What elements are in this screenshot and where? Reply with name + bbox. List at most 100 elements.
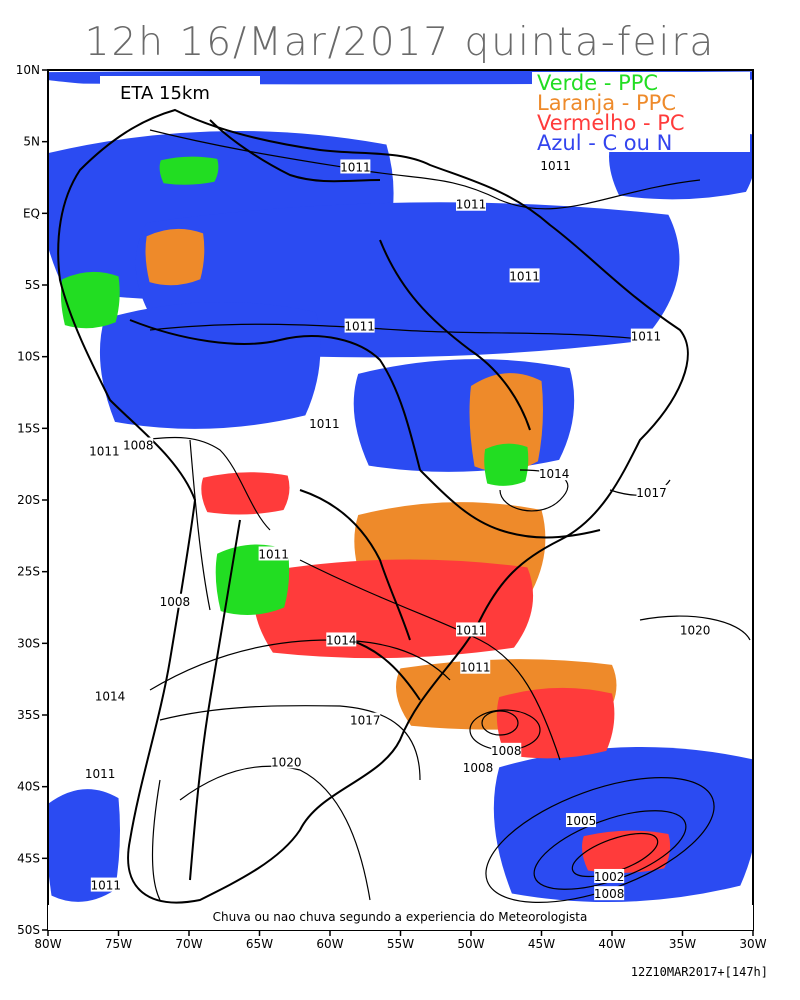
- svg-text:5S: 5S: [25, 278, 40, 292]
- lon-tick-0: 80W: [34, 930, 62, 951]
- border-bolivia-paraguay: [299, 489, 411, 641]
- run-label: 12Z10MAR2017+[147h]: [630, 965, 768, 979]
- svg-text:20S: 20S: [17, 493, 40, 507]
- svg-text:1011: 1011: [456, 623, 487, 637]
- south-america-coastline: [57, 108, 689, 904]
- border-brazil-north: [209, 119, 381, 183]
- svg-text:1008: 1008: [594, 887, 625, 901]
- blue-area-4: [99, 302, 321, 429]
- red-area-0: [253, 559, 534, 659]
- border-brazil-states-2: [419, 469, 601, 539]
- svg-text:1011: 1011: [91, 879, 122, 893]
- coastline-and-borders: [57, 108, 689, 904]
- isobar-label-12: 1008: [160, 593, 191, 609]
- isobar-1020-west: [179, 765, 371, 901]
- isobar-label-16: 1011: [460, 659, 491, 675]
- svg-text:50S: 50S: [17, 923, 40, 937]
- lon-tick-3: 65W: [246, 930, 273, 951]
- isobar-label-14: 1014: [326, 632, 357, 647]
- lon-tick-4: 60W: [316, 930, 344, 951]
- svg-text:1011: 1011: [89, 444, 120, 458]
- isobar-1011-andes: [129, 436, 271, 531]
- svg-text:1014: 1014: [539, 467, 570, 481]
- isobar-low-center-1: [481, 710, 519, 736]
- svg-text:1011: 1011: [540, 159, 571, 173]
- isobar-label-7: 1011: [89, 443, 120, 458]
- svg-text:1014: 1014: [95, 689, 126, 703]
- lon-tick-1: 75W: [105, 930, 132, 951]
- svg-text:60W: 60W: [316, 937, 343, 951]
- lat-tick-4: 10S: [17, 350, 48, 364]
- svg-text:1008: 1008: [463, 761, 494, 775]
- svg-text:1020: 1020: [271, 755, 302, 769]
- possible-rain-area-green: [60, 156, 529, 615]
- isobar-1011-coast: [151, 779, 161, 901]
- legend-entry-vermelho: Vermelho - PC: [537, 111, 685, 135]
- lon-tick-2: 70W: [175, 930, 203, 951]
- svg-text:10S: 10S: [17, 350, 40, 364]
- green-area-1: [484, 443, 529, 486]
- svg-text:1005: 1005: [566, 814, 597, 828]
- isobar-labels: 1011 1011 1011 1011 1011 1011 1011 1011 1008 1014…: [85, 158, 711, 901]
- border-brazil-west: [129, 319, 421, 471]
- border-uruguay: [349, 639, 421, 701]
- lat-tick-8: 30S: [17, 636, 48, 650]
- svg-text:1011: 1011: [456, 198, 487, 212]
- svg-text:50W: 50W: [457, 937, 484, 951]
- lat-tick-1: 5N: [23, 135, 48, 149]
- lat-tick-0: 10N: [16, 63, 48, 77]
- svg-text:75W: 75W: [105, 937, 132, 951]
- isobar-label-20: 1008: [463, 760, 494, 775]
- svg-text:35S: 35S: [17, 708, 40, 722]
- svg-text:1002: 1002: [594, 870, 625, 884]
- lon-tick-5: 55W: [387, 930, 414, 951]
- svg-text:1011: 1011: [344, 320, 375, 334]
- svg-text:5N: 5N: [23, 135, 40, 149]
- green-area-2: [159, 156, 219, 185]
- lat-tick-12: 50S: [17, 923, 48, 937]
- legend-entry-verde: Verde - PPC: [537, 71, 658, 95]
- isobar-label-17: 1014: [95, 688, 126, 703]
- svg-text:45W: 45W: [528, 937, 555, 951]
- isobar-label-6: 1011: [309, 416, 340, 431]
- svg-text:1011: 1011: [309, 417, 340, 431]
- lat-tick-5: 15S: [17, 421, 48, 435]
- isobar-label-23: 1005: [566, 813, 597, 828]
- svg-text:1017: 1017: [350, 714, 381, 728]
- svg-text:40W: 40W: [598, 937, 625, 951]
- svg-text:35W: 35W: [669, 937, 696, 951]
- caption: Chuva ou nao chuva segundo a experiencia…: [213, 910, 588, 924]
- isobar-label-21: 1020: [271, 754, 302, 769]
- svg-text:65W: 65W: [246, 937, 273, 951]
- svg-text:1014: 1014: [326, 633, 357, 647]
- isobar-label-15: 1020: [680, 622, 711, 637]
- isobar-label-2: 1011: [540, 158, 571, 173]
- svg-text:1008: 1008: [160, 595, 191, 609]
- isobar-label-11: 1011: [258, 546, 289, 561]
- svg-text:1017: 1017: [636, 486, 667, 500]
- isobar-label-24: 1002: [594, 868, 625, 884]
- lat-tick-6: 20S: [17, 493, 48, 507]
- isobar-label-26: 1011: [91, 877, 122, 893]
- svg-text:25S: 25S: [17, 565, 40, 579]
- svg-text:55W: 55W: [387, 937, 414, 951]
- svg-text:1020: 1020: [680, 623, 711, 637]
- red-area-2: [582, 830, 671, 873]
- isobar-label-22: 1011: [85, 765, 115, 781]
- svg-text:10N: 10N: [16, 63, 40, 77]
- svg-text:1011: 1011: [631, 330, 662, 344]
- isobar-1020-east: [639, 615, 751, 641]
- lat-tick-3: 5S: [25, 278, 48, 292]
- lat-tick-9: 35S: [17, 708, 48, 722]
- longitude-axis: 80W 75W 70W 65W 60W 55W 50W 45W 40W 35W 30W: [34, 930, 767, 951]
- lat-tick-7: 25S: [17, 565, 48, 579]
- isobar-label-3: 1011: [509, 268, 540, 283]
- lon-tick-8: 40W: [598, 930, 626, 951]
- svg-text:15S: 15S: [17, 421, 40, 435]
- isobar-label-18: 1017: [350, 712, 381, 728]
- svg-text:40S: 40S: [17, 780, 40, 794]
- isobar-label-10: 1017: [636, 484, 667, 500]
- legend: Verde - PPC Laranja - PPC Vermelho - PC …: [532, 71, 750, 155]
- border-brazil-states-1: [379, 239, 531, 431]
